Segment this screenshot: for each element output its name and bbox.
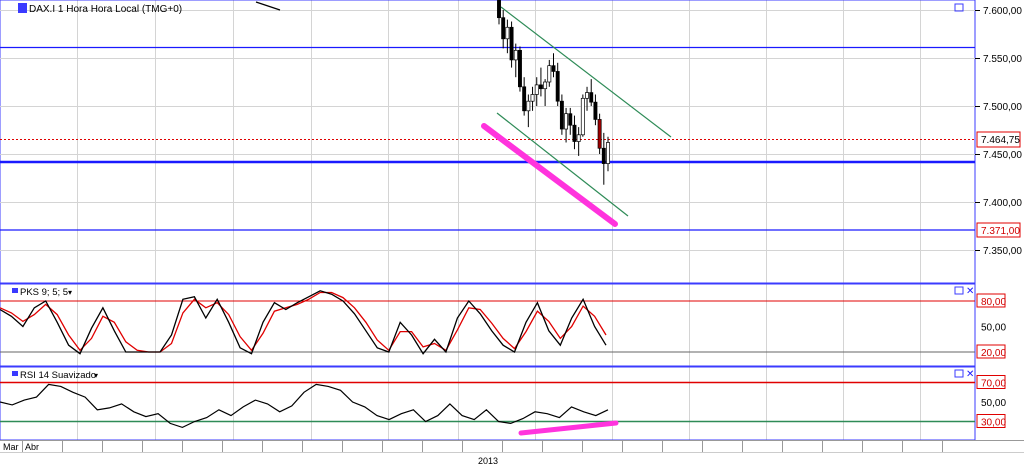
pks-panel-frame [0, 283, 976, 367]
candle-body-26 [606, 142, 610, 164]
close-rsi-icon[interactable]: ✕ [966, 369, 974, 380]
rsi-y-axis: 70,00 50,00 30,00 [976, 375, 1006, 429]
candle-body-2 [505, 26, 510, 40]
divergence-annotation-price [481, 123, 618, 227]
main-horizontal-gridlines [0, 10, 975, 251]
maximize-main-icon[interactable] [954, 3, 964, 12]
channel-upper-line [500, 6, 672, 138]
main-title: DAX.I 1 Hora Hora Local (TMG+0) [29, 4, 182, 15]
candle-body-22 [589, 92, 594, 103]
symbol-icon[interactable] [18, 3, 27, 13]
rsi-tick-box-2 [976, 414, 1006, 428]
y-tick-label-2: 7.500,00 [983, 102, 1022, 113]
y-tick-label-3: 7.450,00 [983, 150, 1022, 161]
candle-body-14 [555, 71, 560, 102]
rsi-menu-chevron-icon[interactable]: ▾ [94, 371, 98, 380]
pks-icon [12, 288, 18, 293]
pks-main-line [0, 290, 607, 355]
rsi-tick-label-1: 50,00 [981, 398, 1006, 409]
candle-body-11 [543, 81, 548, 90]
pks-title: PKS 9; 5; 5 [20, 287, 68, 298]
pks-tick-label-2: 20,00 [981, 348, 1006, 359]
channel-lower-line [496, 112, 629, 217]
level-tag-box [976, 222, 1021, 238]
rsi-series [0, 383, 609, 429]
rsi-title: RSI 14 Suavizado [20, 370, 96, 381]
main-panel-frame [0, 0, 976, 284]
candle-body-17 [568, 113, 573, 126]
x-axis-ticks [22, 440, 943, 452]
candle-body-16 [564, 113, 569, 130]
pks-panel: PKS 9; 5; 5 ▾ ✕ 80,00 50,00 20,00 [0, 283, 1006, 367]
stray-trendline [255, 1, 281, 11]
pks-y-axis: 80,00 50,00 20,00 [976, 293, 1006, 359]
rsi-icon [12, 371, 18, 376]
candle-body-19 [576, 134, 581, 142]
price-tag: 7.464,75 [981, 135, 1020, 146]
candle-body-9 [534, 84, 539, 95]
maximize-rsi-icon[interactable] [954, 369, 964, 378]
pks-tick-box-2 [976, 344, 1006, 359]
vertical-gridlines [77, 0, 921, 440]
candle-body-4 [513, 49, 518, 61]
candle-body-1 [501, 17, 506, 40]
y-tick-label-0: 7.600,00 [983, 6, 1022, 17]
divergence-annotation-rsi [518, 420, 619, 436]
rsi-line [0, 383, 609, 429]
candle-body-21 [585, 92, 589, 99]
rsi-tick-label-0: 70,00 [981, 379, 1006, 390]
candle-body-23 [593, 101, 598, 120]
candle-body-7 [526, 100, 531, 112]
main-y-axis: 7.600,00 7.550,00 7.500,00 7.450,00 7.400,00… [975, 6, 1022, 257]
price-tag-box [976, 131, 1021, 148]
candle-body-3 [509, 26, 514, 61]
pks-tick-label-0: 80,00 [981, 297, 1006, 308]
candle-body-12 [547, 65, 552, 83]
x-axis: Mar Abr 2013 [0, 440, 1024, 466]
pks-menu-chevron-icon[interactable]: ▾ [68, 288, 72, 297]
candle-body-24 [597, 119, 602, 149]
candle-body-15 [559, 100, 564, 130]
rsi-panel-frame [0, 366, 976, 441]
candle-body-6 [522, 86, 527, 112]
candle-body-25 [601, 147, 606, 164]
month-label-mar: Mar [3, 442, 19, 452]
y-tick-label-1: 7.550,00 [983, 54, 1022, 65]
candle-body-13 [551, 65, 556, 72]
pks-tick-box-0 [976, 293, 1006, 308]
pks-series [0, 290, 607, 355]
candle-body-8 [530, 94, 535, 102]
close-pks-icon[interactable]: ✕ [966, 286, 974, 297]
maximize-pks-icon[interactable] [954, 286, 964, 295]
level-tag: 7.371,00 [981, 226, 1020, 237]
candle-body-18 [572, 124, 577, 142]
candle-body-0 [497, 0, 501, 19]
rsi-panel: RSI 14 Suavizado ▾ ✕ 70,00 50,00 30,00 [0, 366, 1006, 441]
candle-body-20 [580, 97, 585, 136]
pks-tick-label-1: 50,00 [981, 323, 1006, 334]
rsi-tick-label-2: 30,00 [981, 418, 1006, 429]
main-panel: DAX.I 1 Hora Hora Local (TMG+0) 7.600,00… [0, 0, 1022, 284]
month-label-abr: Abr [25, 442, 39, 452]
rsi-tick-box-0 [976, 375, 1006, 389]
candle-body-10 [538, 84, 543, 90]
year-label: 2013 [478, 456, 498, 466]
y-tick-label-5: 7.350,00 [983, 246, 1022, 257]
y-tick-label-4: 7.400,00 [983, 198, 1022, 209]
candle-body-5 [518, 49, 522, 88]
pks-signal-line [0, 291, 607, 353]
candlestick-series [497, 0, 610, 185]
